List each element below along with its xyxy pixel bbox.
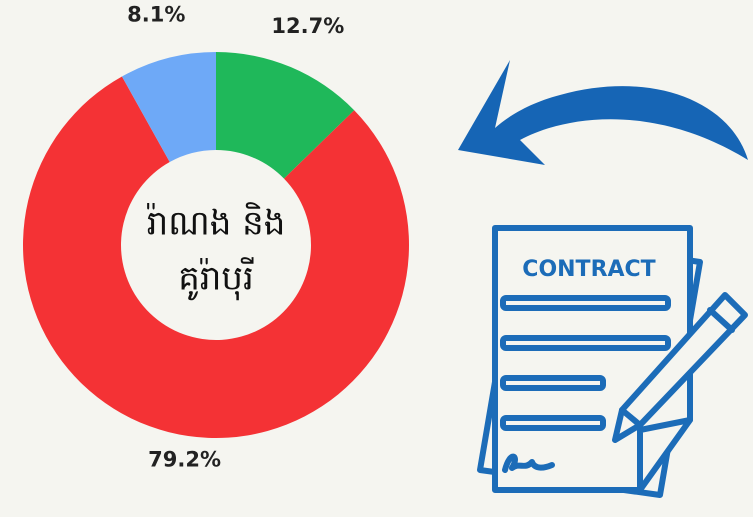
arrow-icon: [458, 60, 748, 165]
slice-label: 8.1%: [127, 2, 185, 26]
contract-title: CONTRACT: [522, 257, 655, 282]
slice-label: 12.7%: [271, 14, 344, 38]
contract-icon: [477, 225, 748, 498]
slice: [216, 52, 355, 179]
slice: [22, 76, 409, 439]
donut: [22, 52, 409, 439]
slice-label: 79.2%: [148, 448, 221, 472]
center-label: រ៉ាណង និង: [146, 202, 285, 244]
center-label: គូរ៉ាបុរី: [178, 257, 254, 301]
slice: [121, 52, 216, 163]
